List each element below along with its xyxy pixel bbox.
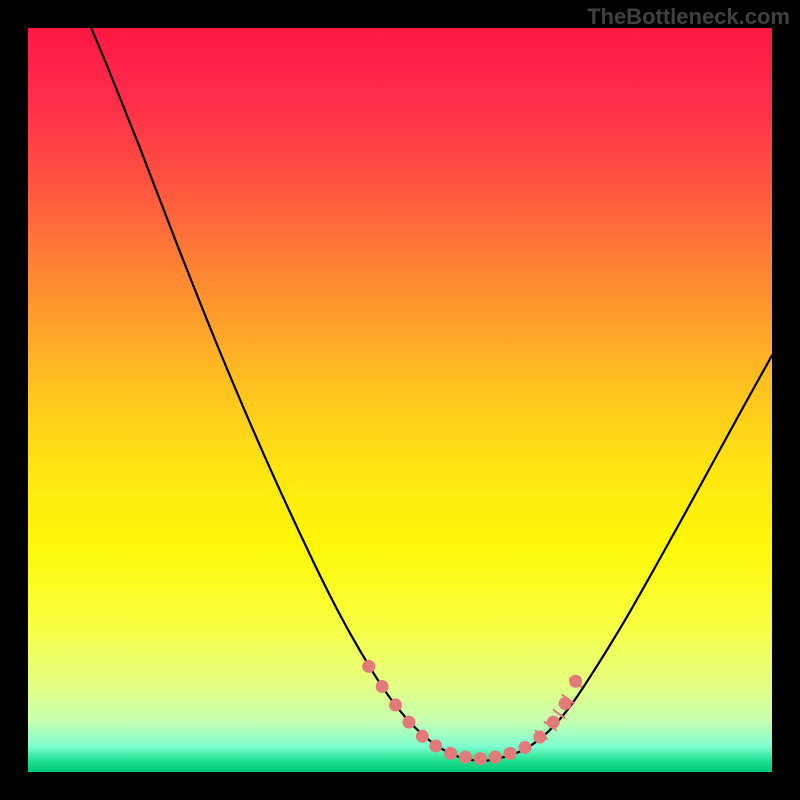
watermark-text: TheBottleneck.com [587,4,790,30]
data-point [416,730,429,743]
data-point [474,752,487,765]
data-point [504,747,517,760]
data-point [547,716,560,729]
chart-container: TheBottleneck.com [0,0,800,800]
data-point [376,680,389,693]
data-point [533,731,546,744]
data-point [389,699,402,712]
gradient-background [28,28,772,772]
bottleneck-curve-chart [28,28,772,772]
data-point [362,660,375,673]
data-point [569,675,582,688]
data-point [429,739,442,752]
data-point [459,751,472,764]
data-point [444,747,457,760]
data-point [489,751,502,764]
data-point [402,716,415,729]
plot-area [28,28,772,772]
data-point [559,697,572,710]
data-point [518,741,531,754]
